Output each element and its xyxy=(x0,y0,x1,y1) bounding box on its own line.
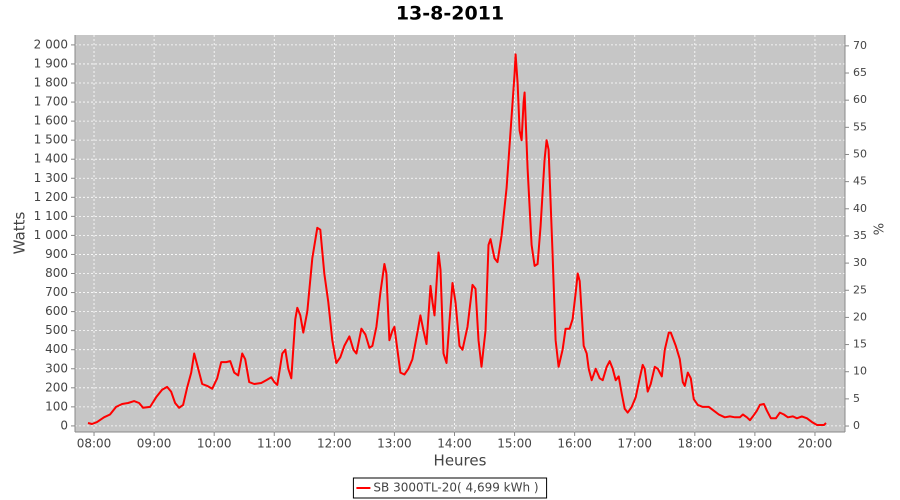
y2-tick-label: 50 xyxy=(853,147,867,160)
legend-label: SB 3000TL-20( 4,699 kWh ) xyxy=(373,481,538,495)
y-tick-label: 600 xyxy=(45,304,68,318)
y2-tick-label: 10 xyxy=(853,365,867,378)
y2-tick-label: 20 xyxy=(853,310,867,323)
y2-tick-label: 45 xyxy=(853,175,867,188)
y2-tick-label: 40 xyxy=(853,202,867,215)
legend: SB 3000TL-20( 4,699 kWh ) xyxy=(352,477,548,499)
y-tick-label: 1 700 xyxy=(34,95,68,109)
y-tick-label: 1 200 xyxy=(34,190,68,204)
y-tick-label: 700 xyxy=(45,285,68,299)
plot-area xyxy=(75,35,845,432)
y-tick-label: 1 500 xyxy=(34,133,68,147)
y-tick-label: 400 xyxy=(45,342,68,356)
y-tick-label: 2 000 xyxy=(34,37,68,51)
y-tick-label: 1 900 xyxy=(34,56,68,70)
y-tick-label: 800 xyxy=(45,266,68,280)
x-tick-label: 10:00 xyxy=(197,437,232,451)
x-tick-label: 13:00 xyxy=(377,437,412,451)
x-axis-label: Heures xyxy=(434,452,487,470)
x-tick-label: 14:00 xyxy=(437,437,472,451)
y2-tick-label: 35 xyxy=(853,229,867,242)
y2-tick-label: 5 xyxy=(853,392,860,405)
y2-tick-label: 55 xyxy=(853,120,867,133)
x-tick-label: 20:00 xyxy=(798,437,833,451)
chart-title: 13-8-2011 xyxy=(396,3,504,25)
x-tick-label: 18:00 xyxy=(678,437,713,451)
y-tick-label: 100 xyxy=(45,399,68,413)
y-tick-label: 1 800 xyxy=(34,76,68,90)
x-tick-label: 16:00 xyxy=(557,437,592,451)
y-tick-label: 1 300 xyxy=(34,171,68,185)
legend-box xyxy=(352,477,548,499)
y-tick-label: 900 xyxy=(45,247,68,261)
y2-tick-label: 25 xyxy=(853,283,867,296)
x-tick-label: 19:00 xyxy=(738,437,773,451)
y-tick-label: 500 xyxy=(45,323,68,337)
y-tick-label: 1 400 xyxy=(34,152,68,166)
y-tick-label: 1 600 xyxy=(34,114,68,128)
x-tick-label: 15:00 xyxy=(497,437,532,451)
y-tick-label: 300 xyxy=(45,361,68,375)
x-tick-label: 17:00 xyxy=(617,437,652,451)
y2-tick-label: 30 xyxy=(853,256,867,269)
y-tick-label: 0 xyxy=(60,418,68,432)
x-tick-label: 09:00 xyxy=(137,437,172,451)
y2-tick-label: 15 xyxy=(853,338,867,351)
y2-tick-label: 60 xyxy=(853,93,867,106)
y-axis-label: Watts xyxy=(11,212,29,255)
y-tick-label: 1 000 xyxy=(34,228,68,242)
y2-axis-label: % xyxy=(873,223,888,235)
y2-tick-label: 0 xyxy=(853,419,860,432)
y-tick-label: 200 xyxy=(45,380,68,394)
y2-tick-label: 70 xyxy=(853,39,867,52)
x-tick-label: 11:00 xyxy=(257,437,292,451)
y-tick-label: 1 100 xyxy=(34,209,68,223)
data-line xyxy=(87,53,827,426)
y2-tick-label: 65 xyxy=(853,66,867,79)
x-tick-label: 08:00 xyxy=(77,437,112,451)
x-tick-label: 12:00 xyxy=(317,437,352,451)
